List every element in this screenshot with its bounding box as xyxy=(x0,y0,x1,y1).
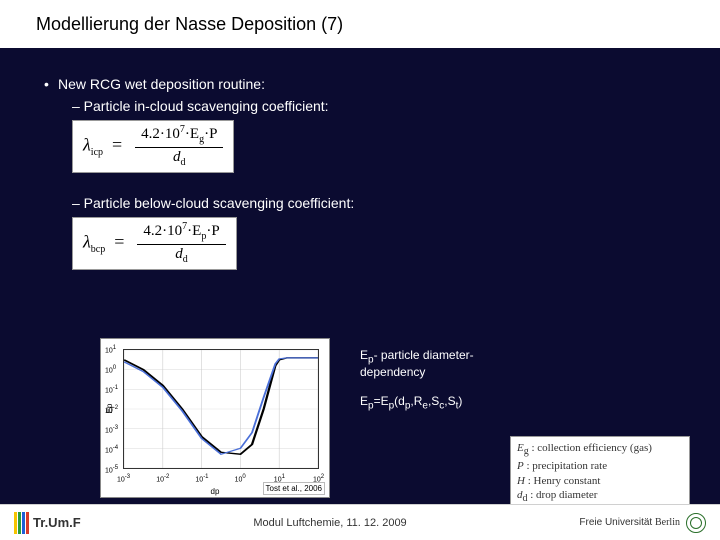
bullet-main: •New RCG wet deposition routine: xyxy=(44,76,684,92)
ep-function-note: Ep=Ep(dp,Re,Sc,St) xyxy=(360,394,462,411)
bullet-sub2: – Particle below-cloud scavenging coeffi… xyxy=(72,195,684,211)
equation-belowcloud: λbcp = 4.2·107·Ep·P dd xyxy=(72,217,237,270)
title-bar: Modellierung der Nasse Deposition (7) xyxy=(0,0,720,48)
footer-center: Modul Luftchemie, 11. 12. 2009 xyxy=(253,517,406,529)
chart-citation: Tost et al., 2006 xyxy=(263,482,325,495)
ep-chart: Ep dp Tost et al., 2006 10-510-410-310-2… xyxy=(100,338,330,498)
trumf-logo: Tr.Um.F xyxy=(14,512,81,534)
bullet-main-text: New RCG wet deposition routine: xyxy=(58,76,265,92)
fu-berlin-logo: Freie Universität Berlin xyxy=(579,513,706,533)
equation-incloud: λicp = 4.2·107·Eg·P dd xyxy=(72,120,234,173)
content-area: •New RCG wet deposition routine: – Parti… xyxy=(0,48,720,504)
chart-plot-area xyxy=(123,349,319,469)
trumf-text: Tr.Um.F xyxy=(33,515,81,530)
footer: Tr.Um.F Modul Luftchemie, 11. 12. 2009 F… xyxy=(0,504,720,540)
slide-title: Modellierung der Nasse Deposition (7) xyxy=(36,14,343,35)
ep-dependency-note: Ep- particle diameter- dependency xyxy=(360,348,520,379)
fu-seal-icon xyxy=(686,513,706,533)
chart-svg xyxy=(124,350,318,468)
bullet-sub1: – Particle in-cloud scavenging coefficie… xyxy=(72,98,684,114)
